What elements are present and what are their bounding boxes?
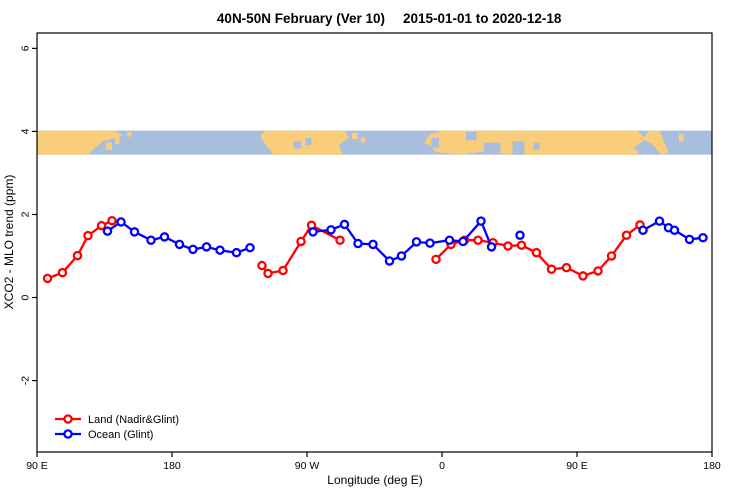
data-point: [669, 225, 680, 235]
y-tick-label: -2: [20, 376, 32, 385]
map-island: [115, 136, 120, 144]
data-point: [621, 230, 632, 240]
data-point: [201, 242, 212, 252]
x-axis-label: Longitude (deg E): [327, 473, 422, 487]
data-point: [473, 235, 483, 245]
data-point: [353, 238, 363, 249]
map-lake: [431, 137, 439, 148]
data-point: [257, 260, 267, 271]
map-strip-group: [37, 130, 712, 155]
map-island: [361, 137, 366, 143]
data-point: [107, 215, 117, 226]
data-point: [231, 247, 242, 258]
data-point: [458, 236, 468, 247]
data-point: [83, 230, 93, 241]
data-point: [515, 230, 525, 240]
data-point: [698, 232, 708, 243]
data-point: [396, 251, 407, 261]
data-point: [546, 264, 557, 275]
x-tick-label: 90 E: [566, 460, 588, 472]
x-tick-label: 180: [703, 460, 721, 472]
data-point: [503, 241, 513, 251]
data-point: [215, 245, 225, 255]
legend-item-ocean: Ocean (Glint): [55, 429, 153, 441]
map-island: [127, 131, 132, 137]
map-land: [260, 130, 349, 155]
data-point: [326, 225, 336, 235]
map-island: [679, 134, 684, 142]
map-lake: [484, 142, 501, 153]
chart-title-dates: 2015-01-01 to 2020-12-18: [403, 11, 562, 26]
data-point: [561, 262, 572, 273]
x-tick-label: 180: [163, 460, 181, 472]
plot-box: [36, 32, 713, 453]
data-point: [116, 217, 126, 227]
data-point: [335, 235, 345, 245]
data-point: [278, 265, 288, 276]
data-point: [411, 237, 422, 247]
x-tick-label: 90 W: [295, 460, 320, 472]
data-point: [245, 242, 255, 253]
y-axis-label: XCO2 - MLO trend (ppm): [2, 175, 16, 310]
data-point: [578, 271, 588, 281]
legend-land-marker-icon: [63, 414, 73, 424]
data-point: [339, 219, 350, 230]
data-point: [431, 254, 441, 265]
data-point: [425, 238, 435, 248]
map-lake: [466, 131, 477, 141]
x-tick-label: 90 E: [26, 460, 48, 472]
series-group: [42, 215, 708, 284]
legend: Land (Nadir&Glint) Ocean (Glint): [55, 414, 179, 441]
map-lake: [305, 137, 312, 146]
map-land: [643, 130, 669, 155]
data-point: [129, 227, 140, 237]
y-tick-label: 0: [20, 294, 32, 300]
data-point: [384, 256, 395, 266]
data-point: [516, 240, 527, 250]
data-point: [102, 226, 113, 236]
data-point: [159, 232, 170, 242]
map-land: [37, 130, 123, 155]
map-island: [352, 132, 358, 140]
y-tick-label: 6: [20, 45, 32, 51]
data-point: [263, 268, 273, 279]
data-point: [72, 250, 83, 261]
data-point: [368, 239, 378, 250]
data-point: [188, 244, 198, 255]
data-point: [476, 216, 486, 226]
data-point: [593, 266, 603, 276]
x-tick-label: 0: [439, 460, 445, 472]
data-point: [486, 242, 497, 252]
legend-item-land: Land (Nadir&Glint): [55, 414, 179, 426]
map-island: [106, 142, 112, 150]
data-point: [96, 220, 107, 231]
axes-group: 90 E 180 90 W 0 90 E 180 -2 0 2 4 6: [20, 32, 721, 472]
data-point: [654, 216, 665, 226]
data-point: [146, 235, 156, 245]
data-point: [531, 247, 542, 258]
data-point: [684, 234, 695, 245]
map-lake: [533, 142, 540, 150]
data-point: [638, 225, 648, 235]
y-tick-label: 2: [20, 211, 32, 217]
map-lake: [293, 141, 301, 149]
data-point: [444, 235, 455, 245]
data-point: [57, 267, 68, 278]
chart-title-main: 40N-50N February (Ver 10): [217, 11, 385, 26]
legend-ocean-label: Ocean (Glint): [88, 429, 153, 441]
data-point: [42, 273, 53, 284]
data-point: [296, 236, 306, 247]
data-point: [606, 251, 617, 261]
legend-ocean-marker-icon: [63, 429, 73, 439]
data-point: [174, 239, 185, 250]
legend-land-label: Land (Nadir&Glint): [88, 414, 179, 426]
y-tick-label: 4: [20, 128, 32, 134]
map-lake: [512, 141, 525, 155]
data-point: [308, 227, 318, 237]
